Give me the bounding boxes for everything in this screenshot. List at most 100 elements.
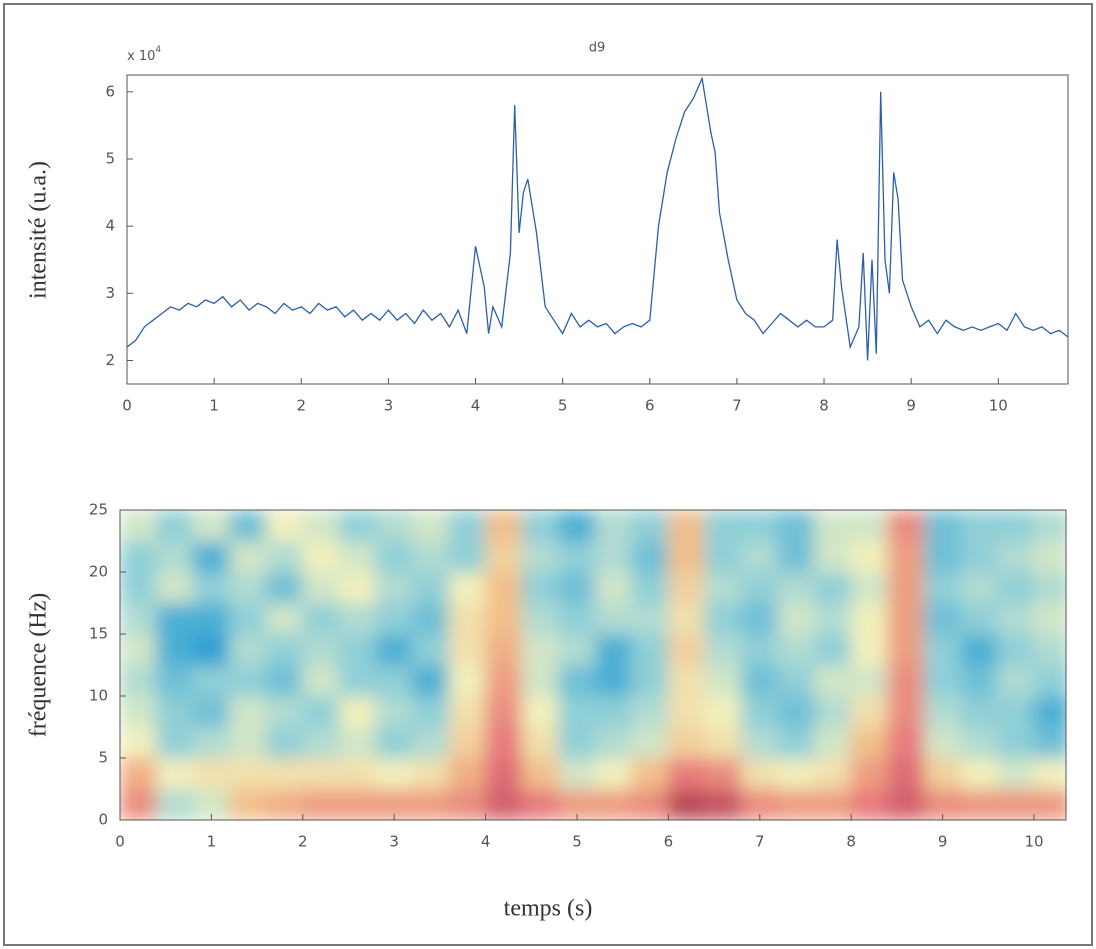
heatmap-cell	[667, 757, 706, 790]
heatmap-cell	[777, 633, 816, 666]
heatmap-cell	[156, 695, 194, 728]
heatmap-cell	[631, 633, 669, 666]
heatmap-cell	[485, 664, 523, 697]
plot-box	[119, 509, 1067, 821]
heatmap-cell	[923, 510, 962, 542]
heatmap-cell	[960, 788, 998, 820]
y-tick-label: 4	[105, 217, 115, 235]
heatmap-cell	[887, 602, 925, 635]
heatmap-cell	[558, 726, 596, 759]
heatmap-cell	[156, 510, 194, 542]
heatmap-cell	[594, 540, 633, 573]
heatmap-cell	[667, 540, 706, 573]
heatmap-cell	[229, 540, 267, 573]
heatmap-cell	[777, 726, 816, 759]
heatmap-cell	[120, 571, 158, 604]
heatmap-cell	[850, 510, 889, 542]
heatmap-cell	[960, 571, 998, 604]
heatmap-cell	[814, 633, 852, 666]
heatmap-cell	[996, 540, 1035, 573]
heatmap-cell	[120, 757, 158, 790]
heatmap-cell	[594, 571, 633, 604]
heatmap-cell	[814, 788, 852, 820]
heatmap-cell	[960, 510, 998, 542]
heatmap-cell	[229, 788, 267, 820]
heatmap-cell	[156, 726, 194, 759]
x-tick-label: 2	[296, 397, 306, 415]
heatmap-cell	[996, 695, 1035, 728]
heatmap-cell	[960, 726, 998, 759]
x-tick-label: 10	[989, 397, 1008, 415]
heatmap-cell	[777, 510, 816, 542]
heatmap-cell	[411, 788, 450, 820]
heatmap-cell	[558, 510, 596, 542]
heatmap-blur	[120, 510, 1066, 820]
heatmap-cell	[667, 510, 706, 542]
multiplier-exponent: 4	[155, 45, 161, 55]
heatmap-cell	[229, 571, 267, 604]
heatmap-cell	[887, 664, 925, 697]
heatmap-cell	[448, 695, 487, 728]
heatmap-cell	[887, 757, 925, 790]
heatmap-cell	[667, 602, 706, 635]
heatmap-cell	[485, 695, 523, 728]
x-tick-label: 1	[207, 833, 217, 851]
heatmap-cell	[558, 602, 596, 635]
heatmap-cell	[558, 633, 596, 666]
x-tick-label: 4	[481, 833, 491, 851]
heatmap-cell	[996, 510, 1035, 542]
heatmap-cell	[448, 788, 487, 820]
heatmap-cell	[850, 540, 889, 573]
heatmap-cell	[156, 571, 194, 604]
heatmap-cell	[887, 510, 925, 542]
heatmap-cell	[521, 571, 560, 604]
heatmap-cell	[448, 540, 487, 573]
heatmap-cell	[265, 788, 304, 820]
heatmap-cell	[1033, 510, 1066, 542]
heatmap-cell	[558, 571, 596, 604]
heatmap-cell	[850, 571, 889, 604]
heatmap-cell	[521, 695, 560, 728]
x-tick-label: 5	[558, 397, 568, 415]
heatmap-cell	[375, 757, 413, 790]
heatmap-cell	[996, 571, 1035, 604]
heatmap-cell	[302, 695, 340, 728]
heatmap-cell	[302, 788, 340, 820]
heatmap-cell	[814, 602, 852, 635]
heatmap-cell	[741, 664, 779, 697]
heatmap-cell	[850, 664, 889, 697]
heatmap-cell	[996, 633, 1035, 666]
heatmap-cell	[594, 602, 633, 635]
y-tick-label: 0	[98, 811, 108, 829]
heatmap-cell	[631, 571, 669, 604]
heatmap-cell	[1033, 664, 1066, 697]
heatmap-cell	[667, 788, 706, 820]
x-tick-label: 9	[906, 397, 916, 415]
heatmap-cell	[923, 664, 962, 697]
heatmap-cell	[850, 602, 889, 635]
heatmap-cell	[777, 540, 816, 573]
heatmap-cell	[1033, 571, 1066, 604]
y-axis-label: fréquence (Hz)	[26, 593, 52, 738]
heatmap-cell	[704, 757, 743, 790]
heatmap-cell	[156, 540, 194, 573]
heatmap-cell	[594, 510, 633, 542]
y-tick-label: 3	[105, 284, 115, 302]
heatmap-cell	[594, 757, 633, 790]
heatmap-cell	[156, 664, 194, 697]
heatmap-cell	[448, 602, 487, 635]
heatmap-cell	[156, 757, 194, 790]
heatmap-cell	[265, 633, 304, 666]
y-tick-label: 20	[89, 563, 108, 581]
y-tick-label: 2	[105, 351, 115, 369]
heatmap-cell	[850, 726, 889, 759]
heatmap-cell	[704, 571, 743, 604]
heatmap-cell	[120, 695, 158, 728]
heatmap-cell	[156, 633, 194, 666]
heatmap-cell	[667, 633, 706, 666]
heatmap-cell	[338, 540, 377, 573]
heatmap-cell	[192, 757, 231, 790]
heatmap-cell	[265, 726, 304, 759]
heatmap-cell	[485, 571, 523, 604]
